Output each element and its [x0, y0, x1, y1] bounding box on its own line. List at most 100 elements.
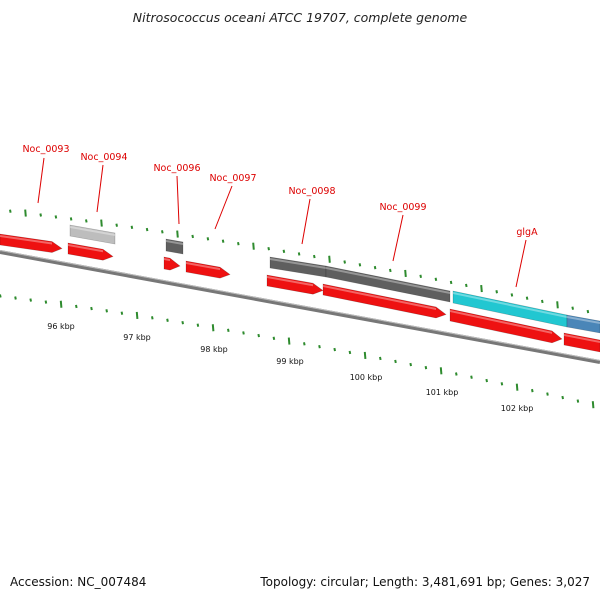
- minor-tick: [115, 223, 118, 227]
- gene-label-noc-0099: Noc_0099: [379, 202, 426, 213]
- minor-tick: [318, 344, 321, 349]
- minor-tick: [510, 293, 514, 297]
- minor-tick: [145, 227, 149, 232]
- minor-tick: [424, 365, 428, 370]
- gene-feature: [0, 233, 63, 253]
- gene-highlight: [0, 235, 52, 245]
- gene-highlight: [567, 316, 600, 324]
- gene-highlight: [166, 240, 183, 245]
- minor-tick: [500, 382, 504, 386]
- major-tick: [100, 219, 103, 227]
- minor-tick: [206, 237, 210, 241]
- gene-highlight: [267, 276, 313, 287]
- kbp-label: 101 kbp: [426, 388, 459, 397]
- kbp-label: 96 kbp: [47, 322, 75, 331]
- minor-tick: [465, 283, 468, 288]
- kbp-label-group: 96 kbp 97 kbp 98 kbp 99 kbp 100 kbp 101 …: [47, 322, 533, 413]
- minor-tick: [379, 356, 382, 361]
- minor-tick: [69, 217, 73, 221]
- minor-tick: [297, 252, 301, 256]
- minor-tick: [161, 230, 164, 234]
- outer-tick-track: [9, 209, 590, 314]
- major-tick: [211, 324, 215, 332]
- gene-feature: [185, 260, 231, 279]
- gene-features: [0, 224, 600, 353]
- minor-tick: [546, 392, 549, 396]
- minor-tick: [181, 321, 184, 325]
- minor-tick: [85, 219, 88, 223]
- major-tick: [556, 301, 559, 309]
- minor-tick: [449, 280, 453, 285]
- gene-highlight: [564, 334, 600, 343]
- major-tick: [480, 284, 483, 293]
- gene-highlight: [186, 262, 220, 271]
- minor-tick: [130, 225, 134, 230]
- gene-label-noc-0096: Noc_0096: [153, 163, 200, 174]
- minor-tick: [237, 241, 240, 246]
- gene-feature: [325, 265, 451, 303]
- minor-tick: [120, 311, 124, 315]
- gene-leader-line: [301, 198, 311, 245]
- gene-leader-line: [96, 164, 104, 213]
- minor-tick: [272, 336, 276, 341]
- major-tick: [252, 242, 255, 250]
- gene-highlight: [323, 285, 436, 310]
- minor-tick: [90, 306, 93, 311]
- accession-text: Accession: NC_007484: [10, 575, 146, 589]
- kbp-label: 102 kbp: [501, 404, 534, 413]
- gene-feature: [165, 238, 184, 255]
- minor-tick: [343, 260, 346, 264]
- inner-tick-track: [0, 294, 595, 409]
- minor-tick: [221, 239, 225, 243]
- minor-tick: [29, 298, 32, 302]
- minor-tick: [541, 299, 544, 304]
- major-tick: [24, 209, 27, 217]
- minor-tick: [54, 215, 58, 219]
- minor-tick: [561, 395, 564, 400]
- gene-highlight: [164, 258, 170, 262]
- gene-leader-line: [176, 175, 180, 225]
- gene-highlight: [70, 226, 115, 236]
- genome-backbone: [0, 250, 600, 364]
- major-tick: [59, 300, 63, 308]
- minor-tick: [409, 362, 412, 367]
- major-tick: [176, 230, 179, 238]
- major-tick: [363, 351, 367, 359]
- gene-label-noc-0098: Noc_0098: [288, 186, 335, 197]
- minor-tick: [571, 306, 574, 310]
- major-tick: [404, 269, 407, 277]
- minor-tick: [151, 316, 154, 320]
- gene-leader-line: [392, 214, 404, 262]
- minor-tick: [44, 300, 48, 304]
- minor-tick: [348, 350, 352, 355]
- minor-tick: [257, 333, 260, 338]
- minor-tick: [394, 359, 397, 364]
- minor-tick: [485, 378, 488, 383]
- gene-leader-line: [37, 157, 45, 204]
- gene-feature: [163, 256, 181, 271]
- minor-tick: [389, 268, 392, 273]
- minor-tick: [333, 347, 336, 352]
- minor-tick: [9, 209, 12, 213]
- gene-highlight: [450, 310, 552, 334]
- kbp-label: 97 kbp: [123, 333, 151, 342]
- gene-label-glga: glgA: [516, 227, 538, 238]
- gene-feature: [566, 314, 600, 334]
- gene-feature: [69, 224, 116, 245]
- genome-stats-text: Topology: circular; Length: 3,481,691 bp…: [259, 575, 590, 589]
- major-tick: [287, 337, 291, 345]
- minor-tick: [39, 213, 42, 217]
- gene-label-group: Noc_0093 Noc_0094 Noc_0096 Noc_0097 Noc_…: [22, 144, 538, 288]
- major-tick: [135, 311, 139, 320]
- minor-tick: [105, 309, 108, 313]
- gene-feature: [67, 242, 114, 261]
- minor-tick: [267, 246, 270, 251]
- minor-tick: [227, 328, 230, 333]
- major-tick: [591, 401, 595, 409]
- kbp-label: 99 kbp: [276, 357, 304, 366]
- gene-feature: [449, 308, 563, 344]
- minor-tick: [525, 296, 529, 300]
- major-tick: [439, 367, 443, 375]
- minor-tick: [196, 323, 200, 327]
